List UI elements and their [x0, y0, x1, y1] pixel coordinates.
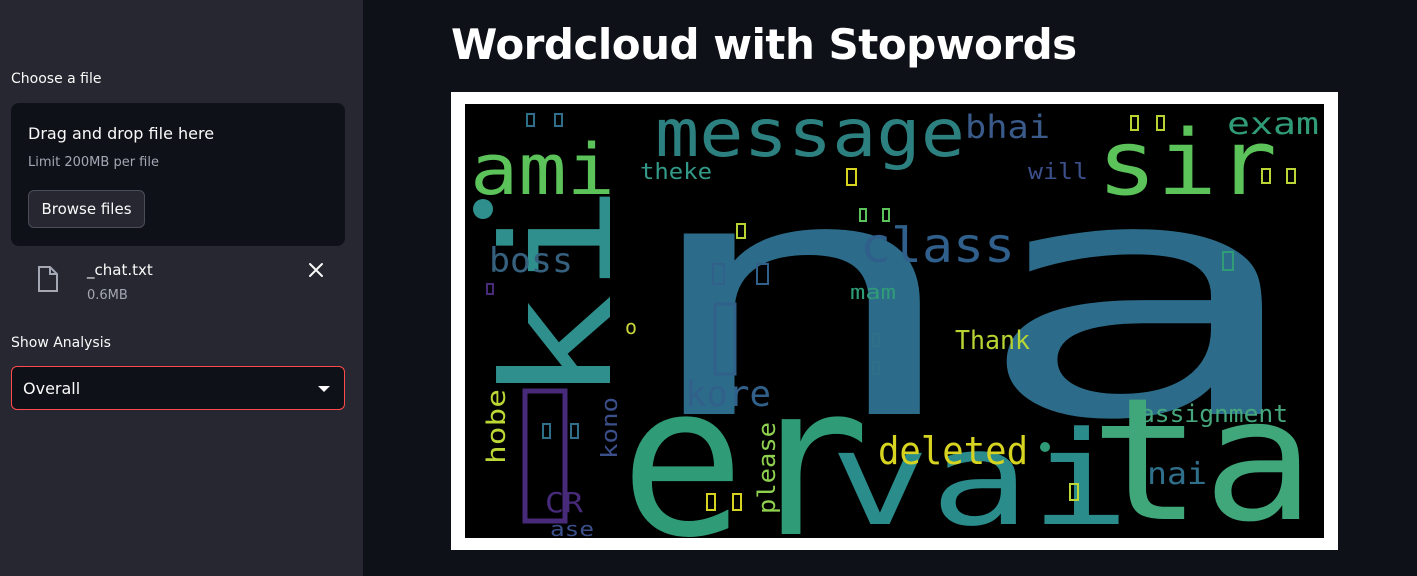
- word-ami: ami: [470, 129, 615, 211]
- chevron-down-icon[interactable]: [318, 386, 330, 392]
- wordcloud-canvas: na er vai ta ki sir message ami class bo…: [465, 104, 1324, 538]
- word-boss: boss: [489, 241, 573, 281]
- page-title: Wordcloud with Stopwords: [451, 20, 1077, 69]
- word-vai: vai: [830, 403, 1130, 538]
- word-exam: exam: [1227, 107, 1319, 142]
- word-hobe: hobe: [482, 389, 512, 464]
- analysis-label: Show Analysis: [11, 335, 111, 351]
- analysis-select-value: Overall: [23, 379, 81, 398]
- word-kore: kore: [685, 374, 771, 415]
- word-nai: nai: [1147, 457, 1207, 492]
- wordcloud-image: na er vai ta ki sir message ami class bo…: [451, 92, 1338, 550]
- file-uploader-label: Choose a file: [11, 71, 102, 87]
- uploaded-file-name: _chat.txt: [87, 261, 153, 279]
- word-na: na: [630, 108, 1310, 492]
- close-icon[interactable]: [306, 260, 326, 280]
- analysis-select[interactable]: Overall: [11, 366, 345, 410]
- word-ki: ki: [472, 184, 646, 404]
- dropzone-limit: Limit 200MB per file: [28, 155, 159, 170]
- word-deleted: deleted: [878, 429, 1028, 473]
- word-bhai: bhai: [965, 108, 1050, 146]
- dropzone-title: Drag and drop file here: [28, 124, 215, 143]
- uploaded-file-size: 0.6MB: [87, 288, 128, 303]
- file-icon: [38, 266, 58, 292]
- word-o: o: [625, 315, 637, 339]
- word-sir: sir: [1097, 111, 1277, 216]
- word-class: class: [860, 218, 1015, 274]
- word-please: please: [753, 422, 781, 514]
- word-mam: mam: [850, 280, 896, 304]
- word-assignment: assignment: [1140, 400, 1288, 428]
- word-will: will: [1028, 160, 1088, 185]
- word-message: message: [655, 104, 965, 172]
- file-dropzone[interactable]: Drag and drop file here Limit 200MB per …: [11, 103, 345, 246]
- word-er: er: [620, 339, 870, 538]
- browse-files-button[interactable]: Browse files: [28, 190, 145, 228]
- word-kono: kono: [598, 397, 623, 459]
- word-theke: theke: [640, 160, 712, 185]
- word-thank: Thank: [955, 326, 1030, 356]
- word-ta: ta: [1090, 362, 1315, 538]
- sidebar: Choose a file Drag and drop file here Li…: [0, 0, 363, 576]
